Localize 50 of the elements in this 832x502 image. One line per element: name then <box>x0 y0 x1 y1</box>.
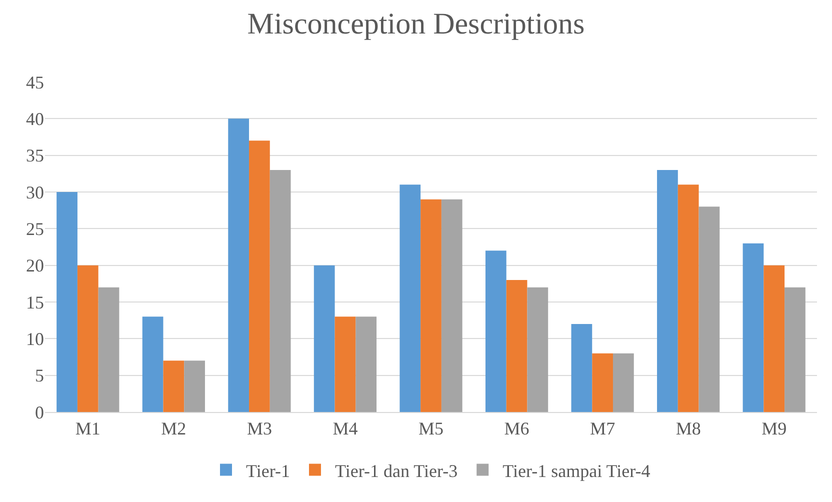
y-tick-label: 20 <box>26 256 44 276</box>
bar <box>784 287 806 412</box>
x-tick-label: M9 <box>762 418 787 439</box>
bar <box>334 316 356 412</box>
legend-label: Tier-1 dan Tier-3 <box>334 460 458 481</box>
bar <box>485 250 506 412</box>
bar <box>420 199 442 412</box>
x-tick-label: M4 <box>332 418 358 439</box>
bar <box>698 206 720 412</box>
y-tick-label: 40 <box>26 108 44 129</box>
x-tick-label: M8 <box>676 418 701 439</box>
bar <box>400 184 421 412</box>
y-tick-label: 15 <box>26 292 44 312</box>
bar <box>527 287 548 412</box>
bar <box>184 360 205 412</box>
bar <box>506 280 528 412</box>
bar <box>742 243 764 412</box>
x-tick-label: M1 <box>75 418 100 439</box>
bar <box>657 170 678 412</box>
chart-title: Misconception Descriptions <box>247 8 585 41</box>
y-tick-label: 10 <box>26 328 44 349</box>
bar <box>314 265 335 412</box>
bar <box>441 199 462 412</box>
y-tick-label: 45 <box>26 72 44 92</box>
bar <box>142 316 164 412</box>
bar <box>228 118 250 412</box>
bar <box>270 170 291 412</box>
bar <box>571 324 592 412</box>
bar <box>592 353 613 412</box>
legend-label: Tier-1 sampai Tier-4 <box>502 460 650 481</box>
y-tick-label: 0 <box>35 402 44 422</box>
y-tick-label: 35 <box>26 146 44 166</box>
bar <box>678 184 699 412</box>
y-tick-label: 30 <box>26 182 44 202</box>
legend-label: Tier-1 <box>246 460 290 481</box>
bar <box>56 192 78 412</box>
bar <box>163 360 184 412</box>
bar <box>612 353 634 412</box>
bar <box>77 265 98 412</box>
x-tick-label: M3 <box>246 418 272 439</box>
bar <box>356 316 377 412</box>
x-tick-label: M6 <box>504 418 530 439</box>
x-tick-label: M5 <box>418 418 444 439</box>
y-tick-label: 25 <box>26 218 44 239</box>
x-tick-label: M7 <box>590 418 616 439</box>
x-tick-label: M2 <box>161 418 186 439</box>
y-tick-label: 5 <box>35 366 44 386</box>
bar <box>249 140 270 412</box>
bar <box>764 265 785 412</box>
bar <box>98 287 120 412</box>
